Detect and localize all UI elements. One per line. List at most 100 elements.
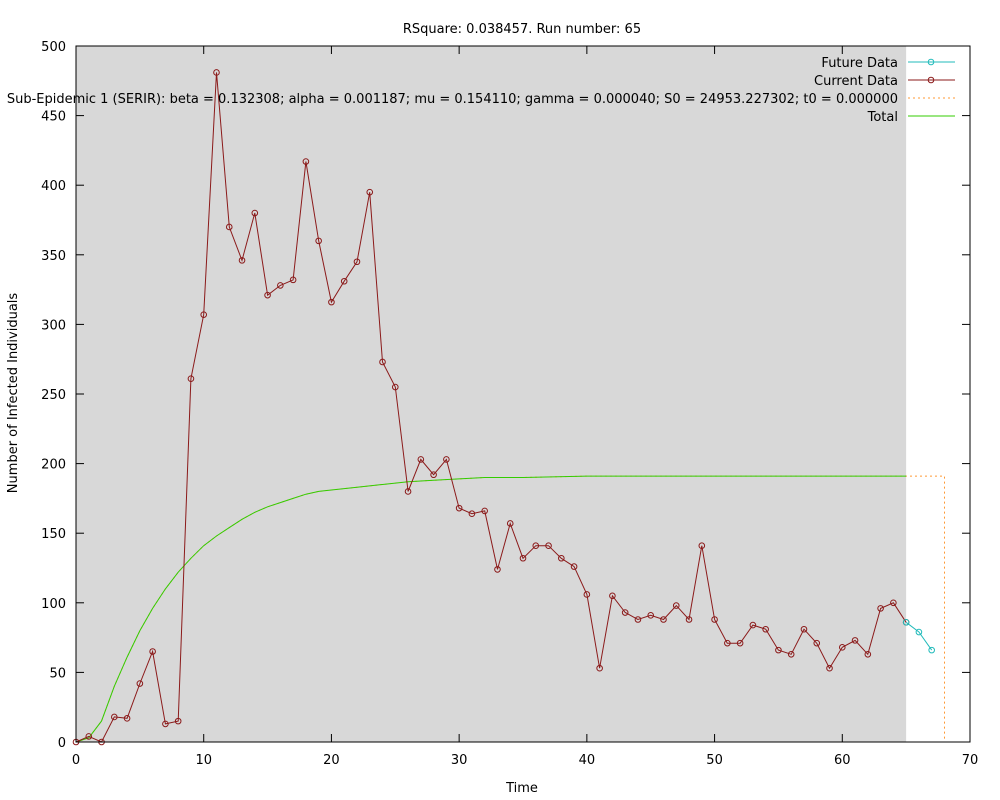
data-point [698, 542, 706, 550]
data-point [902, 618, 910, 626]
data-point [302, 158, 310, 165]
y-tick-label: 0 [58, 736, 66, 751]
y-tick-label: 500 [41, 40, 66, 55]
x-tick-label: 50 [706, 753, 723, 768]
data-point [609, 592, 616, 600]
data-point [545, 542, 552, 550]
data-point [200, 311, 208, 318]
y-tick-label: 250 [41, 388, 66, 403]
series-layer [72, 69, 945, 746]
data-point [877, 605, 884, 612]
data-point [328, 298, 335, 306]
shaded-region [76, 46, 907, 742]
data-point [430, 471, 437, 479]
data-point [123, 715, 131, 722]
chart-title: RSquare: 0.038457. Run number: 65 [403, 22, 641, 37]
data-point [596, 664, 603, 672]
data-point [519, 554, 527, 562]
data-point [621, 609, 629, 616]
y-tick-label: 300 [41, 318, 66, 333]
data-point [315, 237, 322, 245]
legend-marker [927, 58, 935, 66]
legend-marker [927, 76, 935, 84]
data-point [353, 258, 361, 266]
data-point [813, 639, 821, 647]
x-tick-label: 20 [323, 753, 340, 768]
data-point [379, 358, 386, 366]
data-point [391, 383, 399, 391]
data-point [111, 713, 118, 721]
y-axis-label: Number of Infected Individuals [6, 293, 21, 494]
data-point [264, 291, 271, 299]
y-tick-label: 150 [41, 527, 66, 542]
x-tick-label: 30 [451, 753, 468, 768]
data-point [187, 375, 195, 382]
x-tick-label: 40 [579, 753, 596, 768]
data-point [455, 504, 463, 512]
data-point [890, 599, 897, 607]
data-point [225, 223, 233, 231]
axis-ticks: 0 10 20 30 40 50 60 70 0 50 100 150 200 250 300 350 400 4… [41, 40, 978, 768]
x-axis-label: Time [505, 781, 538, 796]
x-tick-label: 70 [962, 753, 979, 768]
legend-label: Total [867, 110, 898, 125]
data-point [775, 646, 782, 654]
y-tick-label: 100 [41, 597, 66, 612]
data-point [506, 520, 514, 527]
data-point [149, 648, 156, 655]
data-point [749, 621, 757, 629]
legend-label: Future Data [821, 56, 898, 71]
data-point [558, 554, 565, 562]
x-tick-label: 10 [195, 753, 212, 768]
data-point [289, 276, 297, 284]
data-point [928, 646, 935, 654]
data-point [417, 456, 425, 463]
series-line [75, 475, 907, 743]
data-point [583, 591, 591, 598]
data-point [404, 488, 412, 495]
data-point [213, 69, 220, 76]
data-point [787, 651, 795, 658]
data-point [762, 625, 769, 633]
data-point [915, 628, 923, 636]
data-point [711, 616, 718, 623]
data-point [724, 639, 731, 647]
data-point [672, 602, 680, 609]
data-point [481, 507, 488, 515]
data-point [660, 616, 667, 623]
data-point [85, 733, 93, 740]
y-tick-label: 450 [41, 110, 66, 125]
y-tick-label: 50 [49, 666, 66, 681]
data-point [494, 566, 501, 573]
data-point [174, 717, 182, 725]
data-point [162, 720, 169, 728]
data-point [277, 282, 284, 289]
data-point [851, 637, 859, 644]
y-tick-label: 350 [41, 249, 66, 264]
legend-label: Current Data [814, 74, 898, 89]
data-point [570, 563, 578, 570]
series-line [75, 72, 907, 743]
series-line [905, 621, 933, 651]
data-point [468, 510, 476, 518]
data-point [800, 625, 808, 633]
legend: Future Data Current Data Sub-Epidemic 1 (S… [7, 56, 955, 125]
data-point [826, 664, 833, 672]
y-tick-label: 400 [41, 179, 66, 194]
data-point [532, 542, 540, 550]
data-point [838, 644, 846, 651]
data-point [340, 277, 348, 285]
data-point [647, 612, 655, 619]
y-tick-label: 200 [41, 458, 66, 473]
data-point [238, 257, 246, 264]
data-point [736, 639, 744, 647]
data-point [366, 188, 374, 196]
x-tick-label: 60 [834, 753, 851, 768]
data-point [864, 651, 872, 658]
data-point [634, 616, 642, 623]
legend-label: Sub-Epidemic 1 (SERIR): beta = 0.132308;… [7, 92, 898, 107]
data-point [685, 616, 693, 623]
x-tick-label: 0 [72, 753, 80, 768]
data-point [251, 209, 259, 217]
